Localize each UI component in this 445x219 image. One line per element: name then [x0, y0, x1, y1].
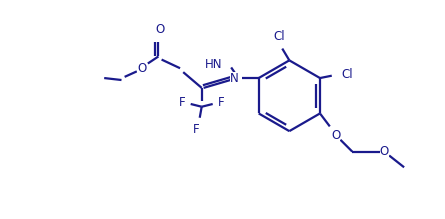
Text: Cl: Cl: [274, 30, 285, 43]
Text: O: O: [156, 23, 165, 36]
Text: F: F: [218, 96, 225, 109]
Text: F: F: [178, 96, 185, 109]
Text: O: O: [380, 145, 389, 158]
Text: N: N: [230, 72, 239, 85]
Text: O: O: [138, 62, 146, 75]
Text: F: F: [193, 123, 199, 136]
Text: Cl: Cl: [342, 68, 353, 81]
Text: HN: HN: [205, 58, 222, 71]
Text: O: O: [331, 129, 340, 141]
